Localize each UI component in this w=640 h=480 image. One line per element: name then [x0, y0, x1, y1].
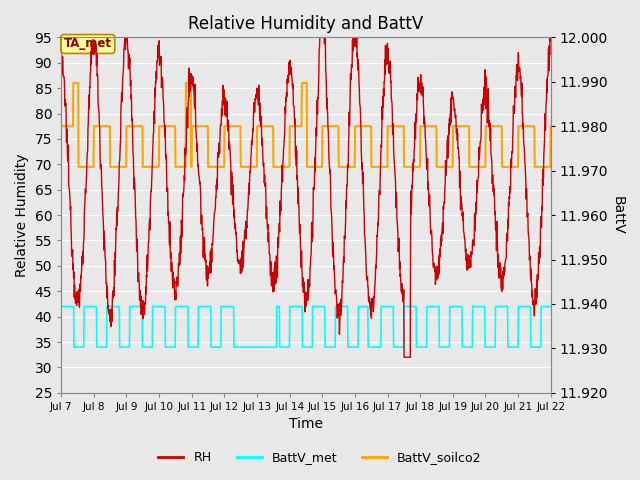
Title: Relative Humidity and BattV: Relative Humidity and BattV: [188, 15, 424, 33]
Y-axis label: Relative Humidity: Relative Humidity: [15, 153, 29, 277]
Legend: RH, BattV_met, BattV_soilco2: RH, BattV_met, BattV_soilco2: [154, 446, 486, 469]
Y-axis label: BattV: BattV: [611, 196, 625, 234]
Text: TA_met: TA_met: [64, 37, 112, 50]
X-axis label: Time: Time: [289, 418, 323, 432]
